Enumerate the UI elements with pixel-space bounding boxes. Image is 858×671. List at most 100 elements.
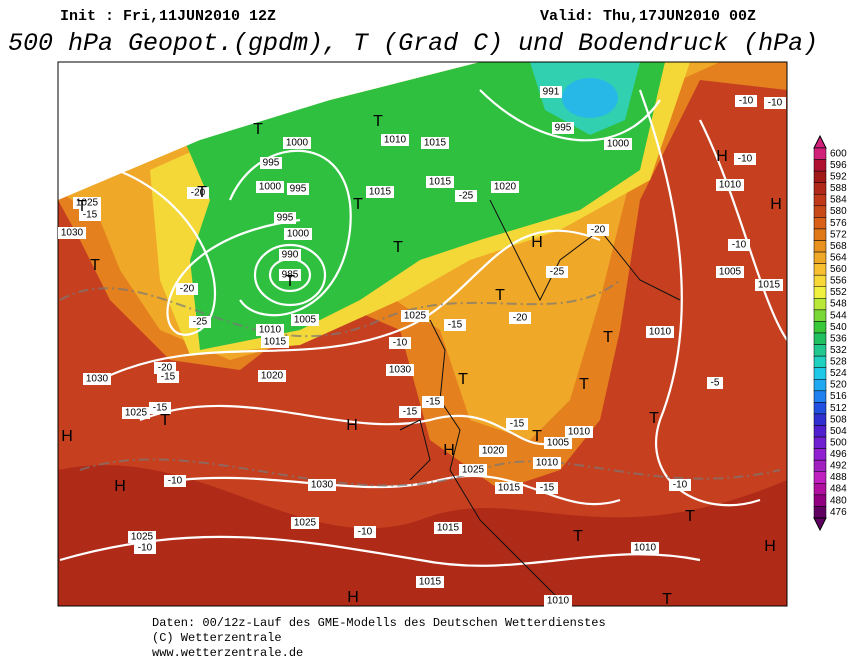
label-box — [79, 209, 101, 221]
label-box — [509, 312, 531, 324]
colorbar-swatch — [813, 448, 827, 461]
label-box — [279, 249, 301, 261]
isotherm-label: -25 — [459, 191, 474, 202]
label-box — [536, 482, 558, 494]
label-box — [459, 464, 487, 476]
pressure-center-symbol: T — [77, 198, 87, 215]
isobar-label: 995 — [263, 158, 280, 169]
label-box — [401, 310, 429, 322]
isobar-label: 1025 — [462, 465, 485, 476]
isobar-label: 1025 — [294, 518, 317, 529]
isotherm-label: -15 — [426, 397, 441, 408]
label-box — [73, 197, 101, 209]
isobar-label: 1015 — [424, 138, 447, 149]
isobar-label: 1000 — [287, 229, 310, 240]
isobar-label: 1015 — [498, 483, 521, 494]
label-box — [546, 266, 568, 278]
colorbar-tick-label: 476 — [830, 507, 847, 518]
isotherm-label: -15 — [448, 320, 463, 331]
pressure-center-symbol: T — [197, 184, 207, 201]
isobar-label: 1020 — [261, 371, 284, 382]
colorbar-swatch — [813, 506, 827, 519]
pressure-center-symbol: T — [458, 371, 468, 388]
colorbar-swatch — [813, 274, 827, 287]
colorbar-swatch — [813, 471, 827, 484]
pressure-center-symbol: H — [770, 196, 782, 213]
label-box — [734, 153, 756, 165]
label-box — [128, 531, 156, 543]
isobar-label: 1015 — [369, 187, 392, 198]
label-box — [284, 228, 312, 240]
label-box — [187, 187, 209, 199]
isotherm-label: -20 — [180, 284, 195, 295]
colorbar-tick-label: 492 — [830, 461, 847, 472]
colorbar-swatch — [813, 251, 827, 264]
pressure-center-symbol: H — [346, 417, 358, 434]
isobar-label: 1010 — [719, 180, 742, 191]
isotherm-label: -15 — [403, 407, 418, 418]
label-box — [260, 157, 282, 169]
colorbar-swatch — [813, 228, 827, 241]
isobar-label: 1015 — [758, 280, 781, 291]
colorbar-tick-label: 480 — [830, 495, 847, 506]
map-labels: 991 995 1000 1000 995 1000 995 995 1000 990 985 100… — [58, 86, 786, 608]
colorbar-swatch — [813, 402, 827, 415]
colorbar-tick-label: 496 — [830, 449, 847, 460]
colorbar-swatch — [813, 379, 827, 392]
colorbar-swatch — [813, 194, 827, 207]
colorbar-tick-label: 520 — [830, 380, 847, 391]
isobar-label: 1005 — [547, 438, 570, 449]
colorbar-swatch — [813, 459, 827, 472]
label-box — [544, 437, 572, 449]
isotherm-label: -20 — [591, 225, 606, 236]
label-box — [716, 179, 744, 191]
pressure-center-symbol: T — [532, 428, 542, 445]
isobar-label: 1005 — [294, 315, 317, 326]
label-box — [279, 269, 301, 281]
pressure-center-symbol: H — [531, 234, 543, 251]
label-box — [735, 95, 757, 107]
pressure-center-symbol: T — [662, 591, 672, 608]
colorbar-swatch — [813, 344, 827, 357]
map-frame — [57, 61, 788, 607]
colorbar-swatch — [813, 436, 827, 449]
label-box — [283, 137, 311, 149]
colorbar-swatch — [813, 494, 827, 507]
label-box — [176, 283, 198, 295]
colorbar-swatch — [813, 170, 827, 183]
label-box — [399, 406, 421, 418]
pressure-center-symbol: T — [90, 257, 100, 274]
label-box — [669, 479, 691, 491]
isobar-label: 1025 — [76, 198, 99, 209]
label-box — [122, 407, 150, 419]
pressure-center-symbol: T — [495, 287, 505, 304]
label-box — [258, 370, 286, 382]
isobar-label: 1010 — [634, 543, 657, 554]
label-box — [495, 482, 523, 494]
colorbar-tick-label: 572 — [830, 229, 847, 240]
colorbar-arrow-bottom — [813, 517, 827, 532]
colorbar-swatch — [813, 413, 827, 426]
colorbar-tick-label: 544 — [830, 310, 847, 321]
label-box — [491, 181, 519, 193]
colorbar-swatch — [813, 159, 827, 172]
label-box — [164, 475, 186, 487]
label-box — [287, 183, 309, 195]
label-box — [291, 517, 319, 529]
label-box — [544, 595, 572, 607]
colorbar: 6005965925885845805765725685645605565525… — [813, 134, 847, 532]
pressure-center-symbol: H — [716, 148, 728, 165]
isotherm-label: -15 — [83, 210, 98, 221]
colorbar-swatch — [813, 367, 827, 380]
pressure-center-symbol: T — [160, 412, 170, 429]
colorbar-tick-label: 512 — [830, 403, 847, 414]
isotherm-label: -20 — [191, 188, 206, 199]
isobar-label: 1030 — [61, 228, 84, 239]
label-box — [552, 122, 574, 134]
footer-line: (C) Wetterzentrale — [152, 631, 282, 645]
colorbar-swatch — [813, 390, 827, 403]
isobar-label: 1000 — [286, 138, 309, 149]
label-box — [134, 542, 156, 554]
colorbar-swatch — [813, 321, 827, 334]
isobar-label: 995 — [290, 184, 307, 195]
